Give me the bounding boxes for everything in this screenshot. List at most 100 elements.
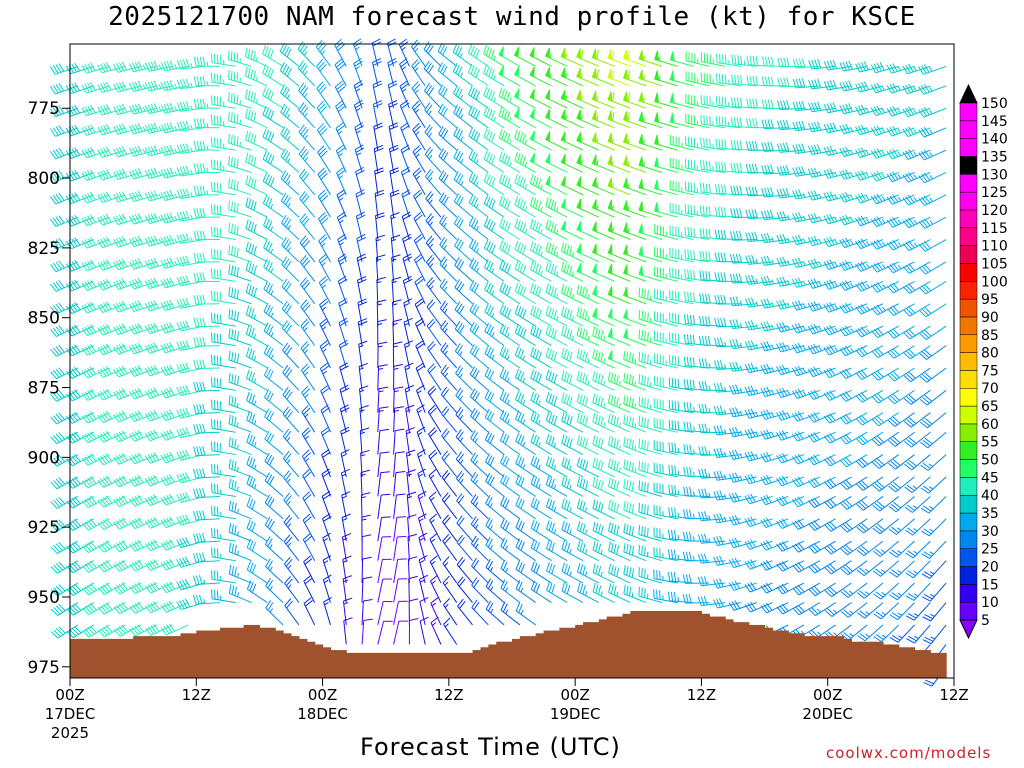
colorbar-label: 45: [981, 470, 999, 486]
wind-barb: [576, 540, 600, 562]
wind-barb: [560, 176, 584, 196]
wind-barb: [301, 385, 316, 413]
wind-barb: [388, 100, 398, 128]
wind-barb: [484, 303, 505, 327]
wind-barb: [807, 301, 836, 312]
wind-barb: [576, 457, 600, 478]
wind-barb: [529, 66, 552, 87]
wind-barb: [591, 48, 615, 67]
wind-barb: [713, 382, 741, 393]
x-tick-date: 17DEC: [45, 705, 96, 723]
wind-barb: [823, 122, 852, 134]
wind-barb: [744, 340, 773, 351]
wind-barb: [855, 367, 884, 380]
wind-barb: [498, 151, 521, 173]
wind-barb: [393, 406, 404, 433]
wind-barb: [561, 412, 584, 433]
wind-barb: [623, 372, 647, 391]
wind-barb: [808, 59, 836, 70]
wind-barb: [246, 519, 268, 542]
wind-barb: [263, 302, 284, 327]
wind-barb: [319, 317, 331, 346]
wind-barb: [483, 194, 505, 218]
wind-barb: [97, 411, 126, 423]
wind-barb: [373, 122, 383, 151]
wind-barb: [607, 371, 631, 391]
wind-barb: [160, 364, 189, 376]
terrain-column: [464, 652, 474, 678]
terrain-column: [646, 610, 655, 678]
wind-barb: [560, 131, 584, 151]
wind-barb: [638, 69, 663, 87]
colorbar-swatch: [959, 405, 978, 425]
wind-barb: [669, 202, 694, 218]
wind-barb: [343, 617, 353, 645]
wind-barb: [839, 237, 868, 249]
terrain-column: [709, 616, 718, 678]
wind-barb: [176, 472, 205, 484]
wind-barb: [483, 172, 505, 196]
wind-barb: [144, 80, 173, 92]
terrain-column: [906, 647, 916, 678]
wind-barb: [82, 582, 110, 596]
wind-barb: [176, 188, 205, 199]
wind-barb: [592, 393, 615, 414]
wind-barb: [808, 121, 836, 133]
wind-barb: [302, 533, 316, 561]
wind-barb: [453, 171, 473, 196]
wind-barb: [282, 406, 300, 433]
colorbar-swatch: [959, 138, 978, 157]
wind-barb: [375, 212, 385, 240]
wind-barb: [776, 602, 805, 615]
wind-barb: [160, 102, 189, 114]
terrain-column: [867, 641, 876, 678]
wind-barb: [654, 246, 678, 263]
wind-barb: [887, 303, 915, 316]
colorbar-label: 5: [981, 613, 990, 629]
wind-barb: [545, 153, 568, 173]
wind-barb: [176, 101, 205, 112]
wind-barb: [918, 216, 947, 229]
wind-barb: [405, 427, 415, 455]
wind-barb: [791, 365, 820, 377]
wind-barb: [529, 152, 552, 173]
wind-barb: [560, 48, 584, 67]
wind-barb: [684, 203, 710, 218]
terrain-column: [890, 644, 900, 678]
wind-barb: [683, 444, 710, 456]
wind-barb: [341, 533, 352, 561]
wind-barb: [729, 319, 757, 330]
wind-barb: [403, 340, 414, 369]
wind-barb: [193, 118, 220, 129]
wind-barb: [731, 74, 757, 87]
wind-barb: [453, 126, 473, 151]
wind-barb: [683, 314, 710, 327]
wind-barb: [407, 514, 417, 542]
wind-barb: [792, 582, 821, 596]
wind-barb: [623, 264, 647, 282]
wind-barb: [857, 602, 884, 619]
wind-barb: [638, 309, 663, 327]
wind-barb: [561, 348, 584, 369]
wind-barb: [484, 389, 505, 414]
wind-barb: [746, 118, 773, 129]
wind-barb: [698, 381, 726, 391]
wind-barb: [700, 114, 726, 129]
wind-barb: [886, 280, 915, 294]
wind-barb: [561, 325, 584, 347]
wind-barb: [281, 278, 300, 305]
x-tick-date: 20DEC: [802, 705, 853, 723]
y-tick-label: 800: [28, 169, 60, 189]
wind-barb: [607, 327, 631, 347]
wind-barb: [669, 135, 694, 151]
colorbar-label: 105: [981, 256, 1008, 272]
colorbar-label: 25: [981, 542, 999, 558]
wind-barb: [50, 344, 79, 357]
wind-barb: [653, 288, 678, 305]
wind-barb: [886, 148, 915, 160]
wind-barb: [393, 386, 404, 413]
wind-barb: [263, 280, 284, 305]
terrain-column: [756, 624, 766, 678]
wind-barb: [441, 450, 458, 478]
